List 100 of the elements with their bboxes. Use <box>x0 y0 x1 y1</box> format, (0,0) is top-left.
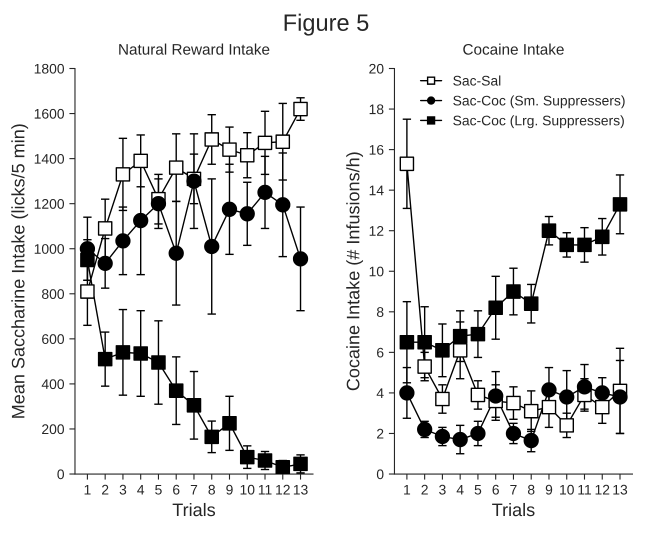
legend-label: Sac-Sal <box>453 75 500 86</box>
x-tick-label: 4 <box>137 484 144 494</box>
point <box>399 385 415 401</box>
point <box>133 154 148 168</box>
point <box>612 389 628 405</box>
point <box>506 426 522 442</box>
chart-title: Natural Reward Intake <box>119 44 270 55</box>
y-tick-label: 10 <box>370 266 384 276</box>
point <box>612 197 628 212</box>
point <box>116 167 130 182</box>
y-tick-label: 600 <box>42 334 64 344</box>
y-axis-title: Cocaine Intake (# Infusions/h) <box>346 152 364 390</box>
point <box>524 432 539 448</box>
x-tick-label: 8 <box>208 484 215 495</box>
y-tick-label: 8 <box>376 307 384 317</box>
y-tick-label: 14 <box>370 186 384 196</box>
point <box>275 197 290 212</box>
y-tick-label: 800 <box>42 289 64 299</box>
point <box>168 383 184 398</box>
point <box>275 460 290 474</box>
y-tick-label: 4 <box>376 388 384 398</box>
point <box>240 148 255 163</box>
point <box>506 284 521 299</box>
point <box>435 343 450 358</box>
x-tick-label: 3 <box>439 484 446 495</box>
x-tick-label: 9 <box>226 484 233 495</box>
point <box>576 379 592 394</box>
point <box>80 252 95 268</box>
y-tick-label: 12 <box>370 226 384 236</box>
point <box>240 206 255 222</box>
x-tick-label: 8 <box>528 484 534 495</box>
y-tick-label: 6 <box>377 348 384 358</box>
point <box>204 430 220 444</box>
y-tick-label: 1400 <box>34 154 64 164</box>
point <box>204 132 220 147</box>
point <box>559 389 574 405</box>
y-tick-label: 1000 <box>34 244 64 254</box>
y-tick-label: 1200 <box>34 199 64 209</box>
point <box>204 238 220 254</box>
y-tick-label: 20 <box>369 64 384 74</box>
point <box>541 382 557 398</box>
point <box>150 196 166 212</box>
point <box>506 396 521 410</box>
point <box>470 426 486 442</box>
legend-label: Sac-Coc (Sm. Suppressers) <box>453 95 625 108</box>
point <box>594 385 610 401</box>
x-tick-label: 13 <box>613 484 628 495</box>
y-tick-label: 1800 <box>34 64 64 74</box>
point <box>257 184 273 200</box>
point <box>470 326 486 342</box>
point <box>98 256 113 272</box>
y-tick-label: 0 <box>376 469 384 480</box>
caption: Figure 5 <box>284 14 368 36</box>
point <box>542 400 556 414</box>
point <box>488 388 504 404</box>
x-tick-label: 11 <box>258 484 272 494</box>
point <box>258 136 272 150</box>
x-tick-label: 10 <box>240 484 254 495</box>
point <box>133 346 148 361</box>
point <box>400 334 414 350</box>
point <box>186 398 202 413</box>
x-tick-label: 1 <box>84 484 91 494</box>
x-tick-label: 5 <box>155 484 162 495</box>
point <box>168 160 184 175</box>
point <box>222 416 237 431</box>
point <box>435 392 450 406</box>
point <box>470 388 486 402</box>
x-tick-label: 7 <box>190 484 198 494</box>
x-tick-label: 2 <box>102 484 108 494</box>
y-tick-label: 0 <box>57 469 64 480</box>
point <box>434 428 450 444</box>
x-tick-label: 12 <box>276 484 290 494</box>
x-tick-label: 11 <box>578 484 592 494</box>
point <box>133 212 148 228</box>
point <box>98 221 112 236</box>
point <box>222 142 237 157</box>
x-axis-title: Trials <box>492 502 535 516</box>
x-tick-label: 3 <box>120 484 126 495</box>
point <box>559 418 574 433</box>
point <box>452 432 468 448</box>
point <box>115 233 131 248</box>
y-tick-label: 200 <box>42 424 64 434</box>
chart-title: Cocaine Intake <box>463 44 564 55</box>
y-axis-title: Mean Saccharine Intake (licks/5 min) <box>11 124 28 418</box>
x-tick-label: 6 <box>492 484 499 495</box>
point <box>417 359 432 374</box>
x-tick-label: 13 <box>294 484 308 495</box>
point <box>452 328 468 344</box>
point <box>417 334 432 350</box>
legend-label: Sac-Coc (Lrg. Suppressers) <box>453 115 624 128</box>
y-tick-label: 18 <box>370 104 384 114</box>
point <box>524 404 538 418</box>
point <box>542 223 556 238</box>
point <box>116 345 130 360</box>
point <box>594 230 610 244</box>
point <box>400 156 414 172</box>
y-tick-label: 400 <box>42 379 64 390</box>
point <box>275 134 290 150</box>
x-tick-label: 2 <box>421 484 428 494</box>
point <box>98 352 112 366</box>
